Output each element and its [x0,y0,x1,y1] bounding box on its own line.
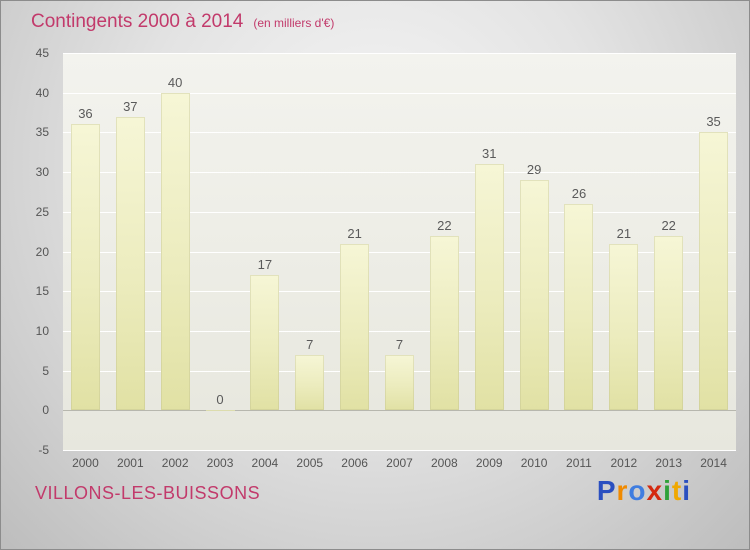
gridline [63,53,736,54]
x-tick-label: 2008 [431,456,458,470]
bar-value-label: 26 [571,185,587,201]
y-tick-label: -5 [38,443,49,457]
y-tick-label: 5 [42,363,49,378]
gridline [63,172,736,174]
x-tick-label: 2001 [116,456,144,470]
y-tick-label: 40 [35,85,49,100]
gridline [63,450,736,451]
y-tick-label: 25 [35,204,49,219]
proxiti-logo[interactable]: Proxiti [597,475,691,507]
bar-value-label: 37 [123,98,138,114]
x-tick-label: 2010 [520,456,548,470]
bar-value-label: 29 [526,162,542,178]
bar [295,354,325,411]
gridline [63,291,736,293]
bar-value-label: 36 [78,106,93,122]
chart-title: Contingents 2000 à 2014 [31,11,244,32]
x-axis: 2000 2001 2002 2003 2004 2005 2006 2007 2008 2009… [63,456,736,472]
bar [429,235,459,411]
x-tick-label: 2003 [206,456,234,470]
bar [519,180,549,411]
x-tick-label: 2004 [251,456,279,470]
bar [340,243,370,411]
logo-letter: i [663,475,672,506]
place-name-label: VILLONS-LES-BUISSONS [35,483,261,503]
x-tick-label: 2000 [72,456,99,470]
logo-letter: t [671,475,683,506]
gridline [63,211,736,213]
plot-area: 36 37 40 0 17 7 21 7 22 31 29 26 21 22 35 [63,53,736,451]
logo-letter: i [682,475,691,506]
bar [564,203,594,411]
chart-subtitle: (en milliers d'€) [253,16,335,30]
x-tick-label: 2014 [700,456,727,470]
x-tick-label: 2002 [161,456,189,470]
y-tick-label: 0 [42,403,49,418]
bar-value-label: 40 [167,74,183,90]
bar [654,235,684,411]
bar-value-label: 22 [437,217,452,233]
bar [699,132,729,411]
logo-letter: P [596,475,617,506]
bar-value-label: 7 [395,336,404,352]
y-tick-label: 45 [35,46,49,60]
x-tick-label: 2013 [655,456,683,470]
bar-value-label: 21 [616,225,632,241]
x-tick-label: 2011 [566,456,592,470]
y-tick-label: 15 [35,284,49,299]
x-tick-label: 2012 [610,456,638,470]
logo-letter: x [646,475,664,506]
bar [474,164,504,411]
bar [609,243,639,411]
bar [70,124,100,411]
y-tick-label: 35 [35,125,49,140]
y-tick-label: 20 [35,244,49,259]
x-tick-label: 2007 [386,456,413,470]
gridline [63,92,736,94]
x-tick-label: 2009 [475,456,503,470]
y-tick-label: 30 [35,165,49,180]
bar [205,410,235,412]
bar-value-label: 17 [257,257,273,273]
y-tick-label: 10 [35,323,49,338]
zero-gridline [63,410,736,412]
bar [160,92,190,411]
bar-value-label: 7 [306,336,314,352]
bar [385,354,414,411]
x-tick-label: 2005 [296,456,324,470]
gridline [63,132,736,134]
bar-value-label: 22 [661,217,676,233]
logo-letter: r [616,475,629,506]
logo-letter: o [628,475,647,506]
bar-value-label: 21 [347,225,362,241]
gridline [63,251,736,253]
bar [115,116,145,411]
gridline [63,330,736,332]
bar-value-label: 35 [706,114,721,130]
x-tick-label: 2006 [341,456,368,470]
bar-value-label: 0 [216,392,224,408]
chart-header: Contingents 2000 à 2014 (en milliers d'€) [31,11,334,33]
y-axis: 45 40 35 30 25 20 15 10 5 0 -5 [1,46,57,457]
bar-value-label: 31 [481,146,497,162]
bar [250,275,280,411]
